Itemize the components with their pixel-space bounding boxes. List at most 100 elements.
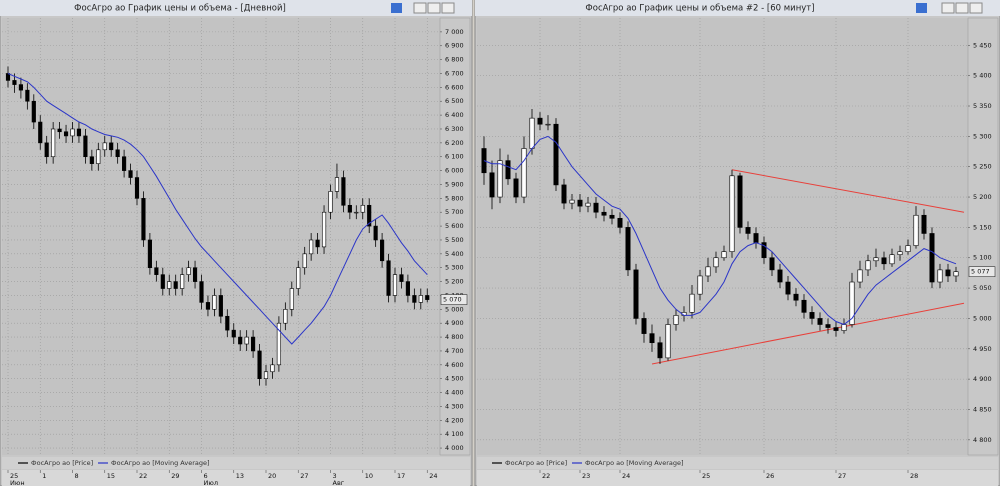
x-tick-label: 17 bbox=[397, 472, 405, 480]
candle-body bbox=[218, 295, 223, 317]
candle-body bbox=[729, 175, 735, 252]
date-axis bbox=[2, 470, 470, 486]
candle-body bbox=[865, 260, 871, 271]
candle-body bbox=[134, 177, 140, 199]
y-tick-label: 6 700 bbox=[445, 69, 464, 77]
candle-body bbox=[585, 202, 591, 207]
x-tick-label: 24 bbox=[429, 472, 437, 480]
candle-body bbox=[801, 299, 807, 313]
moving-average-line bbox=[7, 73, 428, 345]
candle-body bbox=[57, 128, 62, 133]
candle-body bbox=[270, 364, 275, 373]
candle-body bbox=[809, 312, 815, 319]
y-tick-label: 5 050 bbox=[973, 284, 992, 292]
minimize-button[interactable] bbox=[941, 2, 955, 14]
candle-body bbox=[913, 214, 919, 246]
last-price-label: 5 077 bbox=[971, 268, 990, 276]
x-tick-label: 25 bbox=[702, 472, 710, 480]
y-tick-label: 5 900 bbox=[445, 180, 464, 188]
y-tick-label: 6 900 bbox=[445, 42, 464, 50]
candle-body bbox=[889, 254, 895, 265]
moving-average-line bbox=[483, 135, 957, 326]
pin-button[interactable] bbox=[391, 3, 402, 13]
candle-body bbox=[569, 199, 575, 204]
legend-bar bbox=[2, 457, 470, 469]
candle-body bbox=[497, 160, 503, 198]
y-tick-label: 5 250 bbox=[973, 163, 992, 171]
candle-body bbox=[521, 148, 527, 198]
candle-body bbox=[577, 199, 583, 207]
candle-body bbox=[367, 204, 372, 227]
candle-body bbox=[529, 117, 535, 149]
x-tick-label: 8 bbox=[75, 472, 79, 480]
candle-body bbox=[180, 274, 185, 289]
candle-body bbox=[244, 336, 249, 345]
y-tick-label: 4 300 bbox=[445, 402, 464, 410]
x-tick-label: 28 bbox=[910, 472, 918, 480]
maximize-button[interactable] bbox=[427, 2, 441, 14]
candle-body bbox=[418, 295, 423, 303]
maximize-button[interactable] bbox=[955, 2, 969, 14]
close-button[interactable] bbox=[441, 2, 455, 14]
candle-body bbox=[537, 117, 543, 125]
minimize-button[interactable] bbox=[413, 2, 427, 14]
y-tick-label: 6 800 bbox=[445, 56, 464, 64]
candle-body bbox=[173, 281, 178, 289]
candle-body bbox=[334, 177, 340, 192]
x-tick-label: 22 bbox=[542, 472, 550, 480]
candle-body bbox=[167, 281, 172, 289]
y-tick-label: 6 000 bbox=[445, 167, 464, 175]
candle-body bbox=[328, 191, 333, 213]
candle-body bbox=[225, 315, 230, 331]
candle-body bbox=[689, 293, 695, 313]
candle-body bbox=[641, 318, 647, 334]
candle-body bbox=[505, 160, 511, 180]
candle-body bbox=[633, 269, 639, 319]
y-tick-label: 4 100 bbox=[445, 430, 464, 438]
candle-body bbox=[289, 288, 294, 310]
price-axis bbox=[967, 17, 999, 456]
candle-body bbox=[341, 177, 346, 206]
candle-body bbox=[489, 172, 495, 198]
y-tick-label: 4 850 bbox=[973, 405, 992, 413]
candle-body bbox=[785, 281, 791, 295]
legend-label: ФосАгро ао [Moving Average] bbox=[585, 459, 684, 467]
y-tick-label: 5 300 bbox=[445, 264, 464, 272]
y-tick-label: 5 350 bbox=[973, 102, 992, 110]
candle-body bbox=[777, 269, 783, 283]
x-tick-label: 24 bbox=[622, 472, 630, 480]
window-hourly: ФосАгро ао График цены и объема #2 - [60… bbox=[474, 0, 1000, 486]
candle-body bbox=[721, 251, 727, 259]
candle-body bbox=[257, 350, 262, 379]
candle-body bbox=[761, 242, 767, 259]
y-tick-label: 5 150 bbox=[973, 223, 992, 231]
x-tick-label: 27 bbox=[838, 472, 846, 480]
legend-label: ФосАгро ао [Price] bbox=[505, 459, 567, 467]
y-tick-label: 5 200 bbox=[445, 278, 464, 286]
candle-body bbox=[713, 257, 719, 268]
candle-body bbox=[873, 257, 879, 262]
pin-button[interactable] bbox=[916, 3, 927, 13]
candle-body bbox=[625, 227, 631, 271]
candle-body bbox=[425, 295, 430, 300]
y-tick-label: 5 600 bbox=[445, 222, 464, 230]
y-tick-label: 4 400 bbox=[445, 389, 464, 397]
candle-body bbox=[276, 322, 281, 366]
candle-body bbox=[12, 80, 17, 85]
candle-body bbox=[841, 324, 847, 331]
candle-body bbox=[593, 202, 599, 213]
candle-body bbox=[673, 315, 679, 325]
trendline bbox=[731, 169, 965, 213]
y-tick-label: 5 450 bbox=[973, 41, 992, 49]
candle-body bbox=[205, 302, 211, 310]
x-tick-label: 27 bbox=[300, 472, 308, 480]
y-tick-label: 4 900 bbox=[973, 375, 992, 383]
legend-bar bbox=[477, 457, 998, 469]
candle-body bbox=[212, 295, 217, 310]
x-tick-label: 20 bbox=[268, 472, 276, 480]
candle-body bbox=[115, 149, 120, 158]
price-axis bbox=[439, 17, 471, 456]
candle-body bbox=[705, 266, 711, 277]
close-button[interactable] bbox=[969, 2, 983, 14]
y-tick-label: 6 400 bbox=[445, 111, 464, 119]
